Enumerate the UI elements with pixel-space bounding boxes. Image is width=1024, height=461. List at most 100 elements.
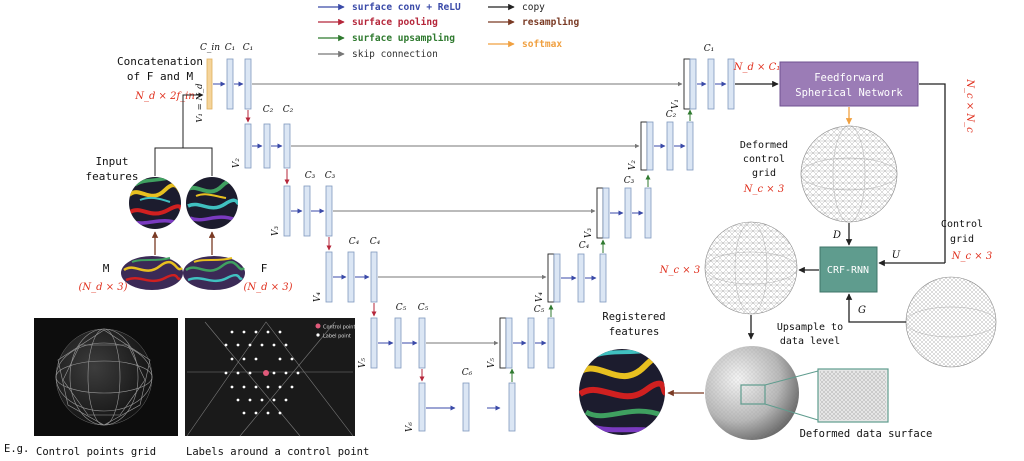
- enc3-box-a: [283, 185, 291, 237]
- input-bracket: [154, 147, 213, 176]
- control-grid-sphere: [905, 276, 997, 368]
- dec2-copy-box: [640, 121, 648, 171]
- label-v5-dec: V₅: [487, 358, 497, 368]
- ffn-block: Feedforward Spherical Network: [779, 61, 919, 107]
- enc2-box-c: [283, 123, 291, 169]
- dec1-up-box: [689, 58, 697, 110]
- g-arrow: [845, 293, 906, 323]
- label-points: [224, 330, 300, 415]
- dec4-up-box: [553, 253, 561, 303]
- zoomed-mesh-pattern: [820, 371, 886, 420]
- label-v5-enc: V₅: [358, 358, 368, 368]
- crf-output-grid-sphere: [704, 221, 798, 315]
- input-sphere-f: [186, 177, 238, 229]
- label-enc3-c3b: C₃: [325, 171, 336, 181]
- label-v2-enc: V₂: [232, 158, 242, 168]
- label-enc3-c3a: C₃: [305, 171, 316, 181]
- concat-label-line2: of F and M: [127, 70, 194, 83]
- dec5-box-b: [547, 317, 555, 369]
- dec5-box-a: [527, 317, 535, 369]
- brain-f-image: [183, 256, 245, 290]
- concat-arrow: [182, 92, 204, 148]
- label-v1-eq: V₁ = N_d: [195, 83, 205, 123]
- crf-rnn-block: CRF-RNN: [819, 246, 878, 293]
- deformed-grid-label-line2: control: [743, 154, 785, 165]
- label-dec3-c3: C₃: [624, 176, 635, 186]
- legend-item-pool: surface pooling: [318, 17, 438, 28]
- enc5-box-c: [418, 317, 426, 369]
- ffn-to-crf-line: [919, 83, 946, 246]
- legend-item-resample: resampling: [488, 17, 579, 28]
- label-v4-dec: V₄: [535, 292, 545, 302]
- enc4-box-b: [347, 251, 355, 303]
- enc3-box-c: [325, 185, 333, 237]
- label-m-dim: (N_d × 3): [78, 282, 127, 293]
- label-enc2-c2a: C₂: [263, 105, 274, 115]
- legend-label-pool: surface pooling: [352, 17, 438, 28]
- control-grid-label-line2: grid: [950, 234, 974, 245]
- control-points-grid-inset: [34, 318, 178, 436]
- deformed-control-grid-sphere: [800, 125, 898, 223]
- caption-labels-around-control-point: Labels around a control point: [186, 446, 369, 458]
- label-dec4-c4: C₄: [579, 241, 590, 251]
- inset-legend-control-point: Control point: [323, 325, 355, 331]
- legend-label-copy: copy: [522, 2, 545, 13]
- dec4-box-a: [577, 253, 585, 303]
- control-grid-dim: N_c × 3: [951, 251, 992, 262]
- deformed-surface-label: Deformed data surface: [800, 428, 933, 440]
- deformed-grid-label-line3: grid: [752, 168, 776, 179]
- legend-label-skip: skip connection: [352, 49, 438, 60]
- label-nc-nc: N_c × N_c: [964, 78, 975, 133]
- label-enc2-c2b: C₂: [283, 105, 294, 115]
- label-enc1-c1a: C₁: [225, 43, 236, 53]
- zoom-line-top: [764, 370, 819, 386]
- dec1-box-a: [707, 58, 715, 110]
- enc3-box-b: [303, 185, 311, 237]
- registered-label-line2: features: [609, 326, 660, 338]
- dec2-box-a: [666, 121, 674, 171]
- legend-label-up: surface upsampling: [352, 33, 455, 44]
- caption-control-points-grid: Control points grid: [36, 446, 156, 458]
- legend-label-conv: surface conv + ReLU: [352, 2, 461, 13]
- legend-item-skip: skip connection: [318, 49, 438, 60]
- deformed-data-surface-sphere: [705, 346, 799, 440]
- label-dec5-c5: C₅: [534, 305, 545, 315]
- enc2-box-b: [263, 123, 271, 169]
- label-u: U: [892, 250, 901, 261]
- legend-label-resample: resampling: [522, 17, 579, 28]
- dec1-box-b: [727, 58, 735, 110]
- dec5-copy-box: [499, 317, 507, 369]
- enc1-box-b: [244, 58, 252, 110]
- inset-legend-control-point-icon: [315, 323, 321, 329]
- label-enc5-c5a: C₅: [396, 303, 407, 313]
- label-f-dim: (N_d × 3): [243, 282, 292, 293]
- legend: surface conv + ReLU surface pooling surf…: [318, 2, 579, 60]
- ffn-label-line2: Spherical Network: [795, 87, 903, 99]
- crf-output-dim: N_c × 3: [659, 265, 700, 276]
- deformed-grid-label-line1: Deformed: [740, 140, 788, 151]
- label-dec1-c1: C₁: [704, 44, 715, 54]
- zoom-line-bottom: [764, 403, 819, 421]
- enc6-box-a: [418, 382, 426, 432]
- legend-item-copy: copy: [488, 2, 545, 13]
- dec4-copy-box: [547, 253, 555, 303]
- upsample-label-line2: data level: [780, 336, 840, 347]
- label-f: F: [261, 262, 268, 275]
- deformed-grid-dim: N_c × 3: [743, 184, 784, 195]
- legend-item-softmax: softmax: [488, 39, 562, 50]
- label-enc5-c5b: C₅: [418, 303, 429, 313]
- concat-dim-label: N_d × 2f_in: [134, 91, 195, 102]
- label-v3-enc: V₃: [271, 226, 281, 236]
- registered-label-line1: Registered: [602, 311, 665, 323]
- label-v1-dec: V₁: [671, 99, 681, 109]
- input-features-label-line2: features: [86, 170, 139, 183]
- dec2-box-b: [686, 121, 694, 171]
- legend-label-softmax: softmax: [522, 39, 562, 50]
- label-m: M: [103, 262, 110, 275]
- label-v3-dec: V₃: [584, 228, 594, 238]
- label-v2-dec: V₂: [628, 160, 638, 170]
- inset-legend-label-point: Label point: [323, 334, 351, 340]
- label-nd-c1: N_d × C₁: [733, 62, 781, 73]
- enc1-box-a: [226, 58, 234, 110]
- enc4-box-a: [325, 251, 333, 303]
